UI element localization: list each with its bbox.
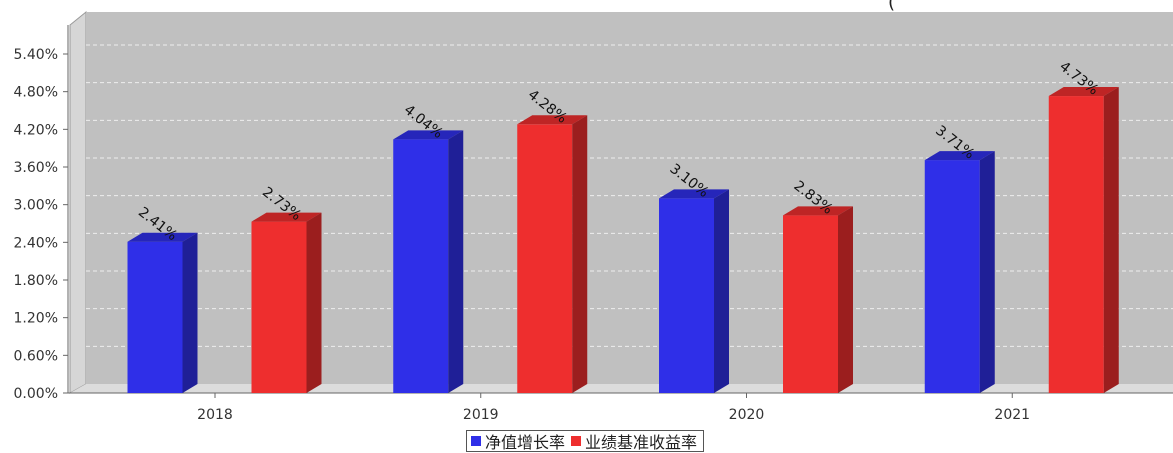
bar-front (783, 215, 838, 393)
y-tick-label: 1.20% (14, 311, 58, 327)
bar-side (448, 130, 464, 393)
bar-top (924, 151, 995, 161)
bar-top (393, 130, 464, 140)
bar-top (783, 206, 853, 216)
y-tick-label: 0.60% (14, 348, 58, 364)
y-tick-label: 5.40% (14, 47, 58, 63)
legend-label: 业绩基准收益率 (585, 433, 698, 452)
bar-side (838, 206, 853, 393)
bar-front (517, 124, 573, 394)
y-tick-label: 0.00% (14, 386, 58, 402)
y-tick-label: 3.00% (14, 198, 58, 214)
bars (127, 87, 1119, 394)
y-tick-label: 4.20% (14, 122, 58, 138)
legend-swatch-red (571, 436, 582, 446)
x-tick-label: 2020 (729, 407, 765, 423)
bar (783, 206, 853, 393)
bar-front (127, 241, 183, 393)
x-axis-ticks: 2018 2019 2020 2021 (197, 393, 1030, 423)
bar-front (393, 139, 449, 393)
bar (127, 232, 198, 393)
plot-left-wall (69, 10, 87, 394)
plot-frame (67, 10, 1173, 394)
legend-label: 净值增长率 (485, 433, 566, 452)
y-tick-label: 3.60% (14, 160, 58, 176)
bar-top (659, 189, 729, 199)
bar-side (306, 212, 322, 393)
bar (393, 130, 464, 393)
bar (659, 189, 729, 393)
bar-side (979, 151, 995, 393)
x-tick-label: 2018 (197, 407, 233, 423)
bar-side (572, 115, 588, 394)
bar (251, 212, 322, 393)
y-tick-label: 1.80% (14, 273, 58, 289)
bar-side (1103, 87, 1119, 394)
legend: 净值增长率 业绩基准收益率 (466, 429, 705, 453)
bar (517, 115, 588, 394)
plot-back-wall (86, 12, 1173, 384)
bar-top (517, 115, 588, 125)
y-tick-label: 2.40% (14, 235, 58, 251)
bar-top (251, 212, 322, 222)
legend-item-benchmark: 业绩基准收益率 (571, 429, 697, 453)
x-tick-label: 2019 (463, 407, 499, 423)
bar-front (251, 221, 307, 393)
bar-front (924, 160, 980, 393)
top-right-fragment: ( (888, 0, 895, 13)
bar-front (659, 198, 714, 393)
y-axis-ticks: 0.00% 0.60% 1.20% 1.80% 2.40% 3.00% 3.60% 4.20%… (14, 47, 68, 402)
legend-swatch-blue (471, 436, 481, 446)
bar-side (714, 189, 729, 393)
bar (924, 151, 995, 393)
y-tick-label: 4.80% (14, 85, 58, 101)
bar-top (1048, 87, 1119, 97)
bar-top (127, 232, 198, 242)
bar-side (182, 232, 198, 393)
plot-floor (70, 384, 1173, 393)
bar (1048, 87, 1119, 394)
x-tick-label: 2021 (994, 407, 1030, 423)
bar-front (1048, 96, 1104, 394)
legend-item-nav: 净值增长率 (471, 429, 565, 453)
